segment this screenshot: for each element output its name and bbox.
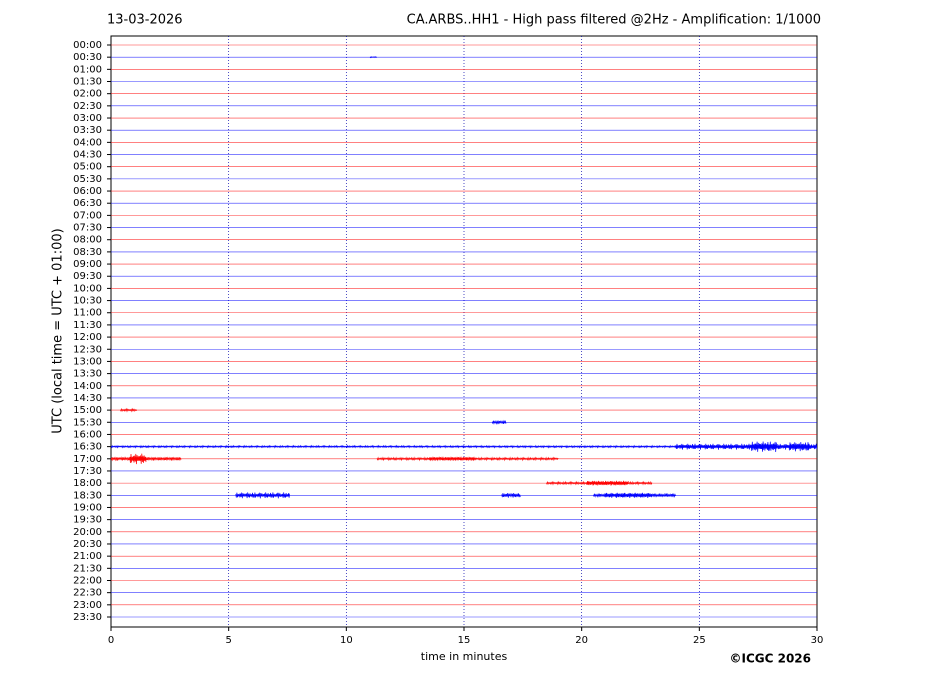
- seismic-burst: [604, 492, 653, 499]
- y-tick-label: 16:30: [73, 442, 102, 453]
- y-tick-label: 08:00: [73, 235, 102, 246]
- seismic-burst: [788, 442, 811, 452]
- chart-date: 13-03-2026: [107, 13, 183, 28]
- seismic-burst: [586, 480, 629, 486]
- y-tick-label: 09:00: [73, 259, 102, 270]
- y-tick-label: 06:30: [73, 198, 102, 209]
- y-tick-label: 06:00: [73, 186, 102, 197]
- x-tick-label: 30: [811, 635, 824, 646]
- y-tick-label: 19:00: [73, 502, 102, 513]
- y-tick-label: 20:00: [73, 527, 102, 538]
- x-tick-label: 15: [458, 635, 471, 646]
- seismic-burst: [501, 492, 521, 498]
- y-tick-label: 11:00: [73, 308, 102, 319]
- seismic-burst: [750, 441, 778, 453]
- seismic-burst: [491, 419, 507, 425]
- y-tick-label: 09:30: [73, 271, 102, 282]
- x-tick-label: 5: [225, 635, 231, 646]
- y-tick-label: 10:00: [73, 283, 102, 294]
- copyright: ©ICGC 2026: [729, 652, 811, 666]
- y-tick-label: 04:30: [73, 150, 102, 161]
- x-axis-label: time in minutes: [421, 650, 508, 663]
- y-tick-label: 02:00: [73, 89, 102, 100]
- seismic-burst: [129, 453, 147, 465]
- y-tick-label: 00:00: [73, 40, 102, 51]
- x-tick-label: 20: [575, 635, 588, 646]
- y-tick-label: 19:30: [73, 515, 102, 526]
- y-tick-label: 01:30: [73, 77, 102, 88]
- seismic-burst: [428, 456, 476, 462]
- y-tick-label: 15:30: [73, 417, 102, 428]
- y-tick-label: 23:00: [73, 600, 102, 611]
- y-tick-label: 22:00: [73, 575, 102, 586]
- y-tick-label: 02:30: [73, 101, 102, 112]
- y-tick-label: 03:00: [73, 113, 102, 124]
- y-tick-label: 05:30: [73, 174, 102, 185]
- y-tick-label: 14:00: [73, 381, 102, 392]
- y-tick-label: 21:00: [73, 551, 102, 562]
- y-tick-label: 13:30: [73, 369, 102, 380]
- plot-frame: [110, 35, 818, 628]
- y-tick-label: 21:30: [73, 563, 102, 574]
- seismic-burst: [369, 55, 377, 59]
- y-tick-label: 01:00: [73, 64, 102, 75]
- y-tick-label: 14:30: [73, 393, 102, 404]
- y-tick-label: 13:00: [73, 356, 102, 367]
- y-tick-label: 17:00: [73, 454, 102, 465]
- y-tick-label: 08:30: [73, 247, 102, 258]
- seismic-burst: [110, 456, 182, 462]
- y-tick-label: 18:00: [73, 478, 102, 489]
- y-tick-label: 07:30: [73, 223, 102, 234]
- y-tick-label: 12:30: [73, 344, 102, 355]
- y-tick-label: 12:00: [73, 332, 102, 343]
- y-tick-label: 23:30: [73, 612, 102, 623]
- x-tick-label: 25: [693, 635, 706, 646]
- y-tick-label: 07:00: [73, 210, 102, 221]
- y-tick-label: 22:30: [73, 588, 102, 599]
- y-tick-label: 10:30: [73, 296, 102, 307]
- y-tick-label: 04:00: [73, 137, 102, 148]
- x-tick-label: 10: [340, 635, 353, 646]
- x-tick-label: 0: [108, 635, 114, 646]
- y-tick-label: 18:30: [73, 490, 102, 501]
- y-tick-label: 17:30: [73, 466, 102, 477]
- y-tick-label: 20:30: [73, 539, 102, 550]
- y-tick-label: 03:30: [73, 125, 102, 136]
- y-tick-label: 11:30: [73, 320, 102, 331]
- seismic-burst: [120, 407, 137, 413]
- seismic-burst: [235, 492, 291, 499]
- y-axis-label: UTC (local time = UTC + 01:00): [51, 228, 66, 433]
- y-tick-label: 16:00: [73, 429, 102, 440]
- y-tick-label: 00:30: [73, 52, 102, 63]
- y-tick-label: 05:00: [73, 162, 102, 173]
- y-tick-label: 15:00: [73, 405, 102, 416]
- chart-title: CA.ARBS..HH1 - High pass filtered @2Hz -…: [407, 13, 821, 28]
